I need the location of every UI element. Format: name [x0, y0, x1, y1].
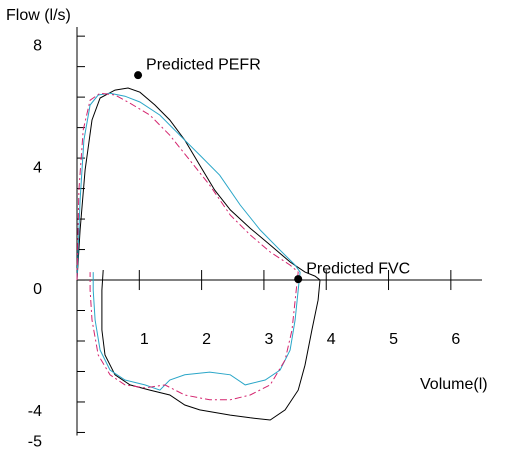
flow-volume-curve [76, 92, 299, 401]
annotation-label: Predicted PEFR [146, 56, 261, 73]
x-tick-label: 5 [389, 331, 398, 348]
annotation-label: Predicted FVC [306, 260, 410, 277]
flow-volume-curve [76, 87, 321, 421]
x-tick-label: 6 [451, 331, 460, 348]
annotation-marker [294, 275, 303, 284]
x-tick-label: 4 [327, 331, 336, 348]
flow-volume-curve [76, 92, 301, 391]
y-tick-label: 8 [33, 37, 42, 54]
annotation-marker [134, 71, 143, 80]
y-tick-label: 0 [33, 281, 42, 298]
y-axis-label: Flow (l/s) [6, 7, 71, 24]
x-tick-label: 2 [202, 331, 211, 348]
x-tick-label: 3 [264, 331, 273, 348]
y-tick-label: -5 [28, 434, 42, 451]
x-tick-label: 1 [140, 331, 149, 348]
x-axis-label: Volume(l) [420, 376, 488, 393]
y-tick-label: 4 [33, 159, 42, 176]
y-tick-label: -4 [28, 403, 42, 420]
